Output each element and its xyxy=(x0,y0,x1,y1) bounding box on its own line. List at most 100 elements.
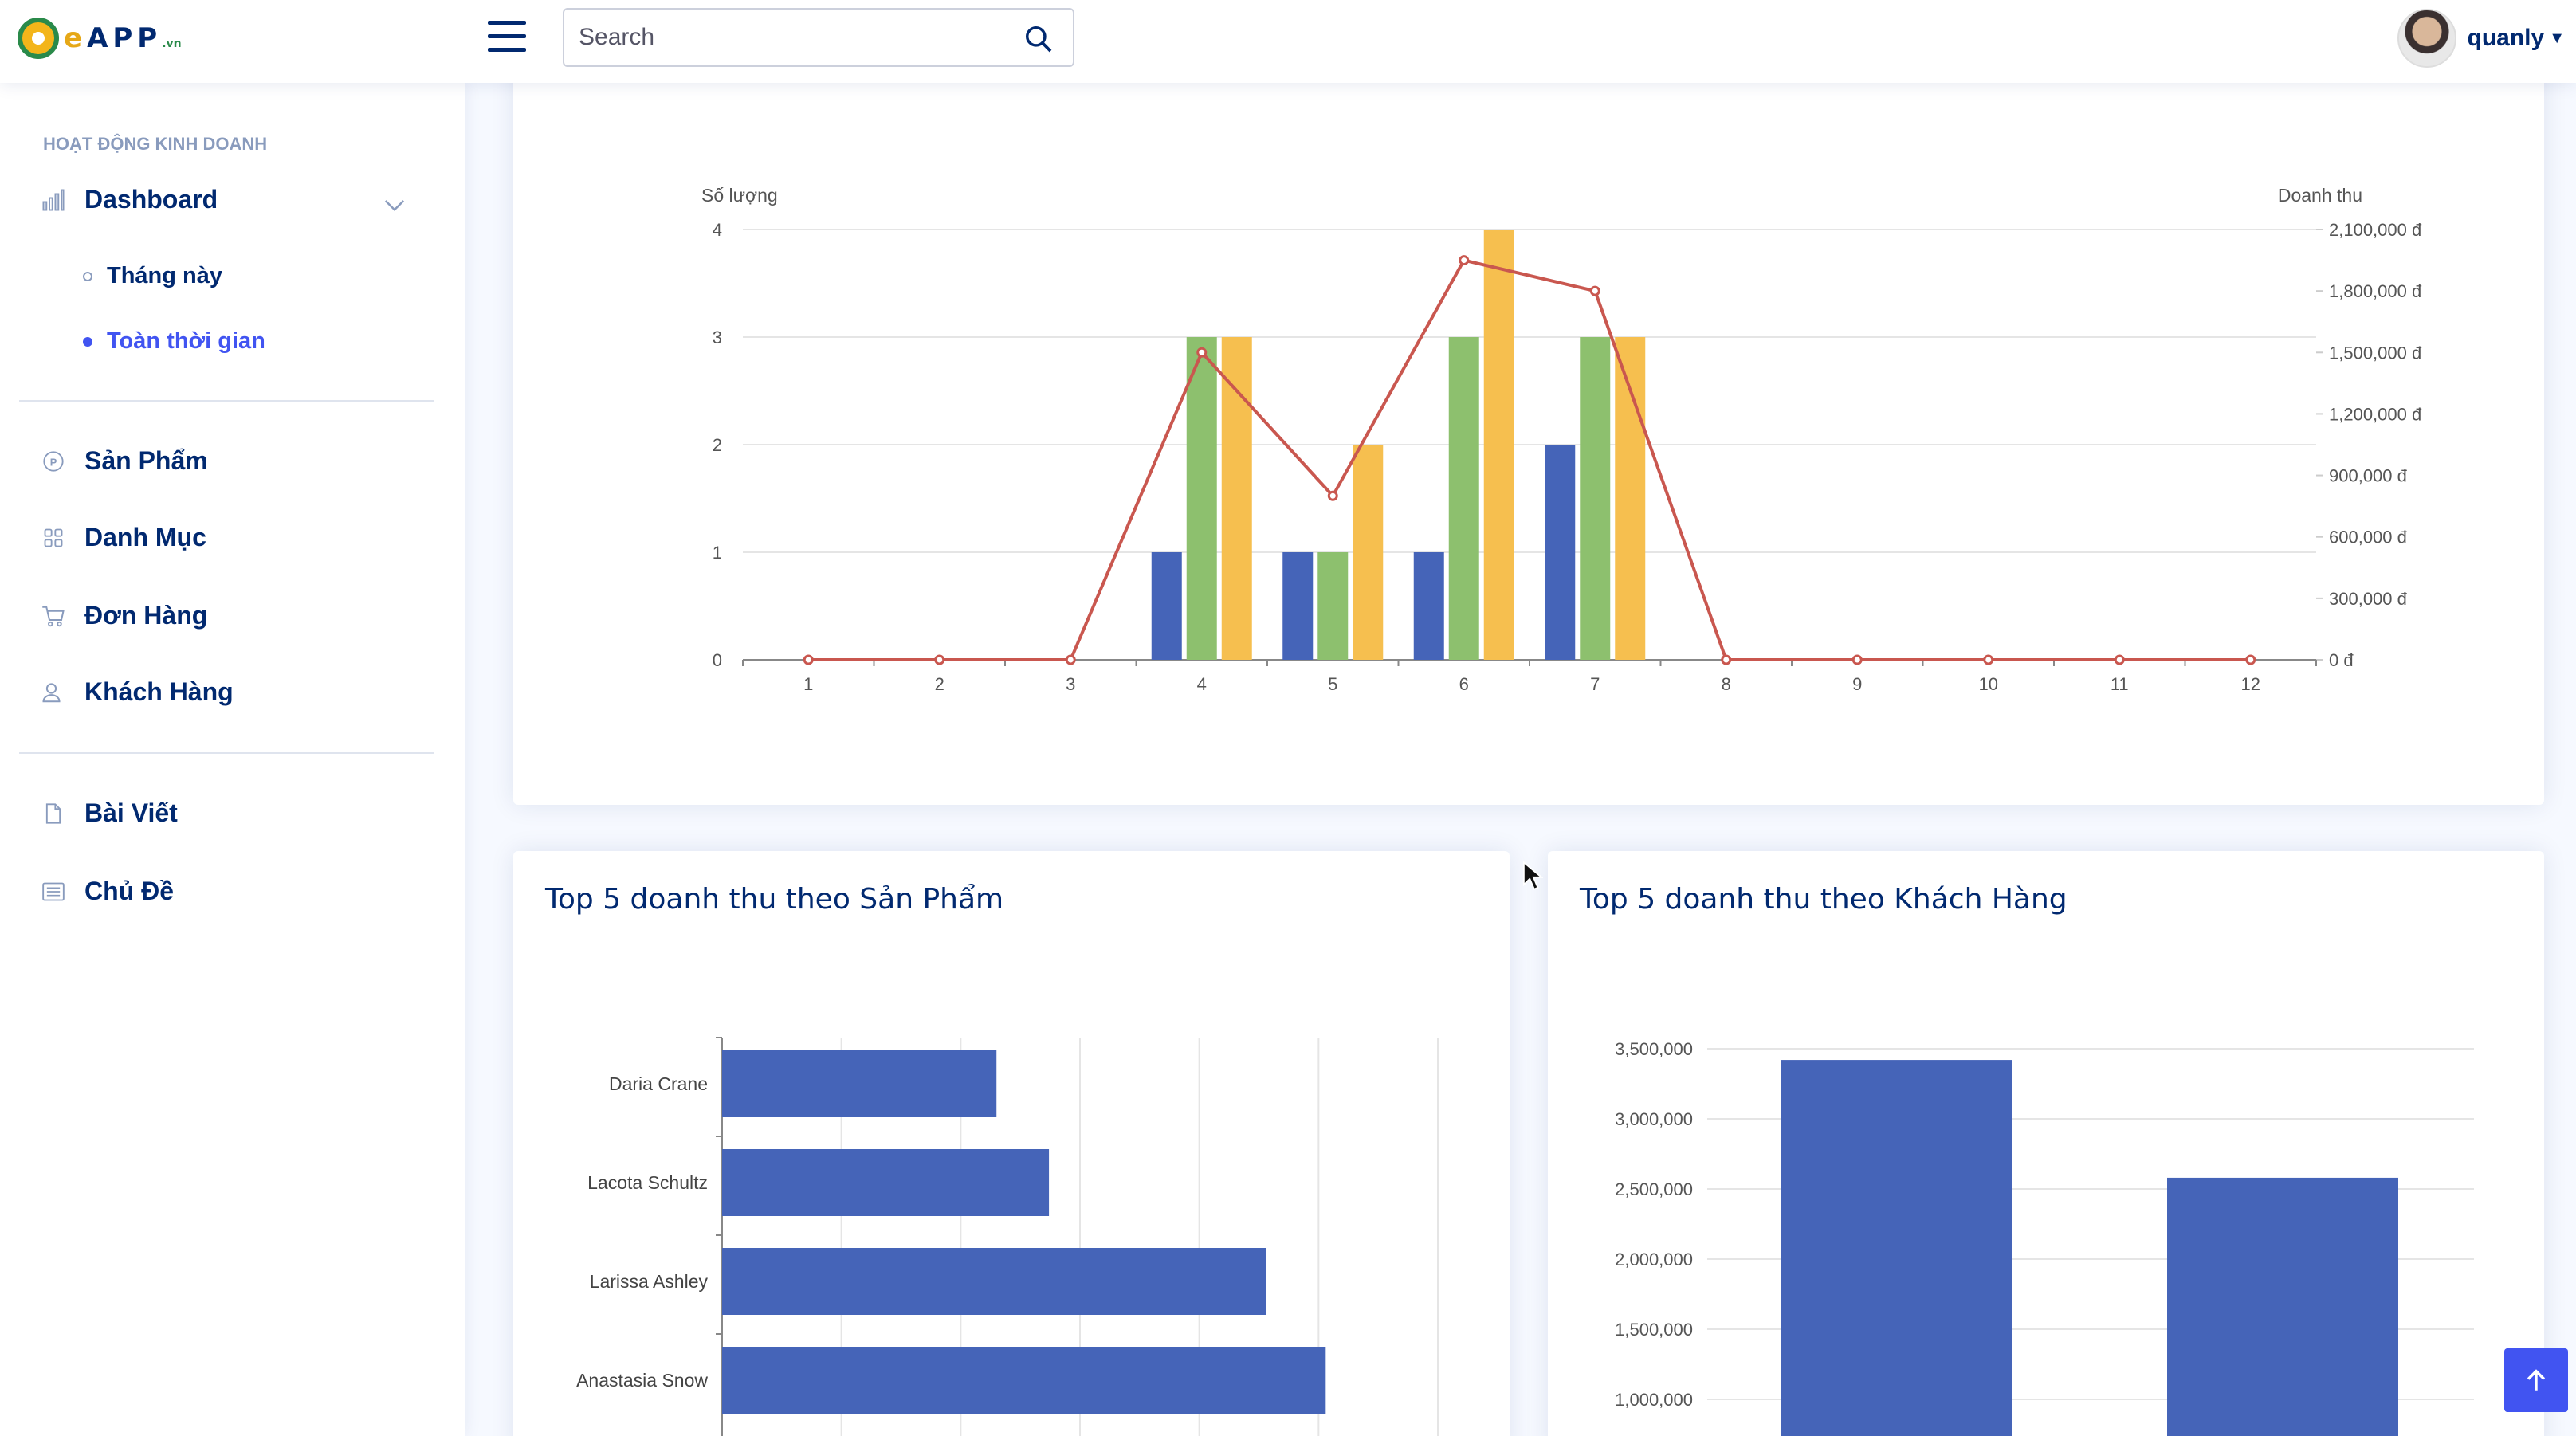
logo-text: eAPP.vn xyxy=(64,22,182,54)
y-tick-label: 4 xyxy=(713,220,722,240)
y-tick-label: 3,000,000 xyxy=(1615,1109,1693,1129)
x-tick-label: 1 xyxy=(803,674,813,694)
logo-icon xyxy=(18,18,59,59)
search-box xyxy=(563,8,1074,67)
x-tick-label: 12 xyxy=(2241,674,2260,694)
line-point xyxy=(1983,654,1994,665)
sidebar-item-products[interactable]: P Sản Phẩm xyxy=(40,446,208,476)
card-title: Top 5 doanh thu theo Khách Hàng xyxy=(1580,883,2067,916)
sidebar-item-categories[interactable]: Danh Mục xyxy=(40,523,206,552)
document-icon xyxy=(40,800,67,827)
revenue-line xyxy=(808,258,2251,661)
app-logo[interactable]: eAPP.vn xyxy=(18,14,182,62)
y-tick-label: 2 xyxy=(713,435,722,455)
bar xyxy=(722,1347,1326,1414)
x-tick-label: 3 xyxy=(1066,674,1075,694)
menu-toggle-button[interactable] xyxy=(488,21,526,53)
bar xyxy=(722,1149,1050,1216)
bar xyxy=(1448,337,1479,660)
x-tick-label: 7 xyxy=(1590,674,1600,694)
y-tick-label: 0 xyxy=(713,650,722,670)
sidebar-item-dashboard[interactable]: Dashboard xyxy=(40,185,218,214)
bar-chart-icon xyxy=(40,186,67,214)
y-axis-label: Số lượng xyxy=(701,185,778,206)
bar xyxy=(722,1050,997,1117)
y-tick-label: Daria Crane xyxy=(609,1073,708,1094)
y2-tick-label: 1,500,000 đ xyxy=(2329,343,2422,363)
sidebar-item-topics[interactable]: Chủ Đề xyxy=(40,877,174,906)
x-tick-label: 6 xyxy=(1459,674,1469,694)
username: quanly xyxy=(2467,25,2545,51)
y-tick-label: 1 xyxy=(713,543,722,563)
x-tick-label: 5 xyxy=(1328,674,1337,694)
arrow-up-icon xyxy=(2527,1369,2546,1391)
sidebar-subitem-all-time[interactable]: Toàn thời gian xyxy=(83,328,265,355)
bar xyxy=(1317,552,1349,660)
y-tick-label: Larissa Ashley xyxy=(590,1271,709,1292)
circle-icon xyxy=(83,336,92,347)
sidebar-divider xyxy=(19,752,434,754)
mouse-cursor-icon xyxy=(1522,861,1543,890)
x-tick-label: 8 xyxy=(1722,674,1731,694)
y2-tick-label: 300,000 đ xyxy=(2329,589,2408,609)
y-tick-label: 2,000,000 xyxy=(1615,1250,1693,1269)
top-header: eAPP.vn quanly ▼ xyxy=(0,0,2576,83)
line-point xyxy=(1196,347,1208,358)
grid-icon xyxy=(40,524,67,551)
bar xyxy=(722,1248,1266,1315)
x-tick-label: 11 xyxy=(2111,674,2129,694)
line-point xyxy=(1459,255,1470,266)
y-tick-label: Lacota Schultz xyxy=(587,1172,708,1193)
line-point xyxy=(1327,490,1338,501)
x-tick-label: 4 xyxy=(1197,674,1207,694)
line-point xyxy=(934,654,945,665)
y2-tick-label: 1,200,000 đ xyxy=(2329,404,2422,424)
monthly-chart-card: Số lượng Doanh thu 0 1 2 3 4 0 đ 300,000 đ 600,00… xyxy=(513,48,2544,805)
y-tick-label: 3,500,000 xyxy=(1615,1039,1693,1059)
y2-axis-label: Doanh thu xyxy=(2278,185,2362,206)
sidebar-item-orders[interactable]: Đơn Hàng xyxy=(40,601,207,630)
avatar xyxy=(2397,9,2456,68)
bar xyxy=(1413,552,1444,660)
y-tick-label: 1,500,000 xyxy=(1615,1320,1693,1340)
chevron-down-icon: ▼ xyxy=(2549,29,2565,47)
y-tick-label: 1,000,000 xyxy=(1615,1390,1693,1410)
bar xyxy=(1186,337,1217,660)
product-icon: P xyxy=(40,448,67,475)
card-title: Top 5 doanh thu theo Sản Phẩm xyxy=(545,883,1004,916)
bar xyxy=(1781,1060,2012,1436)
search-icon[interactable] xyxy=(1023,24,1054,54)
user-menu[interactable]: quanly ▼ xyxy=(2397,8,2565,69)
y2-tick-label: 2,100,000 đ xyxy=(2329,220,2422,240)
line-point xyxy=(803,654,814,665)
svg-text:P: P xyxy=(50,456,57,468)
y-tick-label: 3 xyxy=(713,328,722,347)
x-tick-label: 10 xyxy=(1979,674,1998,694)
top-customers-card: Top 5 doanh thu theo Khách Hàng 1,000,00… xyxy=(1548,851,2544,1436)
sidebar-item-posts[interactable]: Bài Viết xyxy=(40,798,178,828)
top-products-chart: Daria Crane Lacota Schultz Larissa Ashley A… xyxy=(576,1037,1439,1436)
bar xyxy=(1580,337,1611,660)
cart-icon xyxy=(40,602,67,630)
sidebar-item-customers[interactable]: Khách Hàng xyxy=(40,677,234,707)
line-point xyxy=(1852,654,1863,665)
layout-icon xyxy=(40,878,67,905)
bar xyxy=(1483,230,1514,660)
y2-tick-label: 0 đ xyxy=(2329,650,2354,670)
line-point xyxy=(1721,654,1732,665)
bar xyxy=(1221,337,1252,660)
search-input[interactable] xyxy=(564,10,1011,65)
sidebar-heading: HOẠT ĐỘNG KINH DOANH xyxy=(43,134,268,154)
back-to-top-button[interactable] xyxy=(2504,1348,2568,1412)
y-tick-label: Anastasia Snow xyxy=(576,1370,708,1391)
y-tick-label: 2,500,000 xyxy=(1615,1179,1693,1199)
y2-tick-label: 900,000 đ xyxy=(2329,466,2408,486)
y2-tick-label: 600,000 đ xyxy=(2329,528,2408,547)
chevron-down-icon[interactable] xyxy=(383,193,406,217)
sidebar-divider xyxy=(19,400,434,402)
line-point xyxy=(1589,285,1600,296)
bar xyxy=(2167,1177,2398,1436)
sidebar-subitem-this-month[interactable]: Tháng này xyxy=(83,263,222,289)
bar xyxy=(1282,552,1314,660)
